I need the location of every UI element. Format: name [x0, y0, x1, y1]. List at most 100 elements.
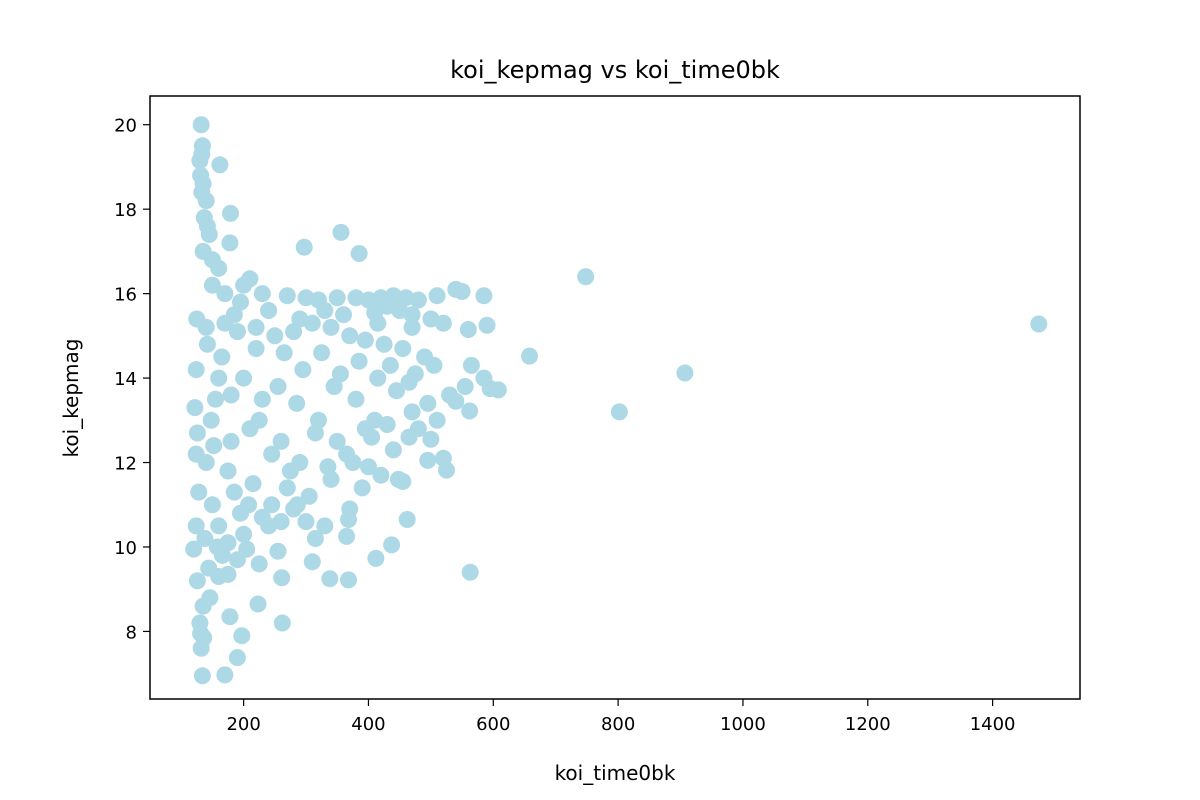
scatter-point [369, 369, 387, 387]
scatter-point [219, 462, 237, 480]
scatter-point [232, 293, 249, 311]
scatter-point [316, 302, 334, 319]
scatter-point [398, 511, 416, 528]
scatter-point [235, 276, 253, 294]
scatter-point [187, 361, 205, 379]
scatter-point [191, 152, 209, 170]
scatter-point [295, 238, 313, 256]
scatter-point [294, 361, 312, 379]
scatter-point [197, 318, 215, 336]
scatter-point [409, 291, 427, 309]
scatter-point [372, 466, 390, 484]
scatter-point [247, 340, 265, 357]
y-tick-label: 10 [114, 538, 137, 559]
scatter-point [388, 382, 405, 400]
x-tick-label: 1000 [720, 714, 766, 735]
scatter-point [313, 344, 331, 362]
scatter-point [186, 399, 204, 417]
y-tick-label: 20 [114, 116, 137, 137]
scatter-point [297, 513, 315, 531]
scatter-point [249, 595, 267, 613]
scatter-point [192, 116, 210, 134]
scatter-point [278, 287, 296, 305]
scatter-point [198, 335, 216, 353]
scatter-point [285, 500, 303, 518]
scatter-point [384, 441, 402, 459]
scatter-point [273, 614, 291, 632]
y-tick-label: 12 [114, 454, 137, 475]
scatter-point [428, 287, 446, 305]
scatter-point [197, 454, 215, 471]
scatter-point [194, 597, 212, 615]
scatter-point [197, 192, 215, 210]
scatter-point [203, 496, 221, 514]
plot-frame [149, 95, 1081, 700]
scatter-point [340, 511, 357, 528]
scatter-point [419, 451, 437, 469]
scatter-point [394, 340, 412, 357]
scatter-point [360, 458, 377, 476]
scatter-point [235, 369, 253, 387]
scatter-point [521, 347, 538, 365]
scatter-point [353, 479, 371, 497]
scatter-point [303, 553, 321, 571]
scatter-point [331, 365, 349, 383]
scatter-point [200, 226, 218, 243]
scatter-point [272, 432, 290, 450]
scatter-point [222, 386, 240, 404]
scatter-point [447, 392, 465, 410]
chart-title: koi_kepmag vs koi_time0bk [450, 56, 780, 84]
scatter-point [253, 285, 271, 303]
scatter-point [344, 454, 362, 471]
scatter-point [378, 297, 396, 315]
scatter-point [188, 424, 206, 442]
scatter-point [478, 316, 496, 334]
scatter-point [338, 527, 356, 545]
scatter-point [203, 276, 221, 294]
x-tick-label: 1200 [845, 714, 891, 735]
scatter-point [221, 234, 239, 252]
scatter-point [461, 563, 479, 581]
scatter-point [428, 411, 446, 429]
scatter-point [278, 479, 296, 497]
scatter-point [193, 667, 211, 685]
scatter-point [250, 411, 268, 429]
scatter-point [461, 402, 479, 420]
x-tick-label: 200 [226, 714, 260, 735]
scatter-point [285, 323, 303, 341]
scatter-point [489, 381, 507, 399]
y-tick-label: 16 [114, 285, 137, 306]
scatter-point [188, 572, 206, 590]
scatter-point [332, 223, 350, 241]
scatter-point [381, 356, 399, 374]
scatter-point [288, 394, 306, 412]
scatter-point [438, 461, 455, 479]
scatter-point [233, 627, 251, 645]
scatter-point [347, 289, 365, 307]
scatter-point [1030, 315, 1048, 333]
x-tick-label: 400 [351, 714, 385, 735]
scatter-point [475, 287, 493, 305]
scatter-point [419, 394, 437, 412]
scatter-point [211, 156, 229, 174]
scatter-point [306, 530, 324, 547]
scatter-point [216, 285, 234, 303]
scatter-point [322, 318, 340, 336]
scatter-point [250, 555, 268, 573]
scatter-point [422, 310, 440, 328]
scatter-point [269, 542, 287, 560]
scatter-point [202, 411, 220, 429]
y-tick-label: 18 [114, 200, 137, 221]
scatter-point [462, 356, 480, 374]
scatter-point [200, 559, 218, 577]
scatter-point [340, 571, 357, 589]
scatter-point [369, 314, 387, 332]
x-tick-label: 600 [476, 714, 510, 735]
scatter-point [335, 306, 352, 324]
scatter-point [375, 335, 393, 353]
x-tick-label: 1400 [970, 714, 1016, 735]
scatter-point [367, 549, 385, 567]
